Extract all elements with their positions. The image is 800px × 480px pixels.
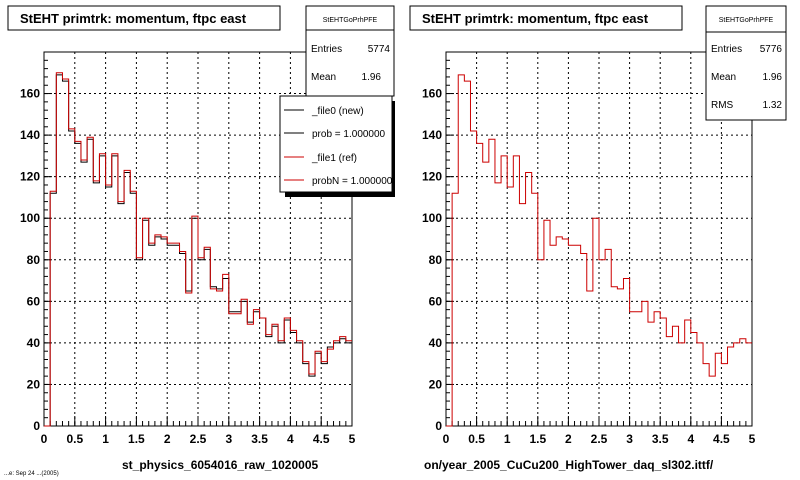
- legend-entry-ref: _file1 (ref): [311, 153, 357, 164]
- left-footer-label: st_physics_6054016_raw_1020005: [122, 458, 318, 472]
- left-histogram-panel: StEHT primtrk: momentum, ftpc east 02040…: [4, 5, 395, 477]
- legend-entry-probn: probN = 1.000000: [312, 176, 393, 187]
- y-tick-label: 160: [422, 87, 442, 101]
- y-tick-label: 0: [33, 419, 40, 433]
- right-title-box: [409, 5, 683, 31]
- left-x-tick-labels: 0 0.5 1 1.5 2 2.5 3 3.5 4 4.5 5: [41, 432, 356, 446]
- right-stats-box: [705, 5, 787, 121]
- x-tick-label: 1: [504, 432, 511, 446]
- right-x-tick-labels: 0 0.5 1 1.5 2 2.5 3 3.5 4 4.5 5: [443, 432, 756, 446]
- left-stats-mean-label: Mean: [311, 72, 336, 83]
- histogram-series-0: [446, 74, 752, 427]
- right-stats-mean-value: 1.96: [763, 72, 783, 83]
- right-y-tick-labels: 0 20 40 60 80 100 120 140 160: [422, 87, 442, 433]
- y-tick-label: 140: [422, 128, 442, 142]
- x-tick-label: 2: [164, 432, 171, 446]
- x-tick-label: 5: [349, 432, 356, 446]
- x-tick-label: 4.5: [313, 432, 330, 446]
- x-tick-label: 3: [626, 432, 633, 446]
- right-stats-rms-value: 1.32: [763, 100, 783, 111]
- x-tick-label: 1.5: [529, 432, 546, 446]
- left-stats-box: [305, 5, 395, 97]
- left-stats-mean-value: 1.96: [362, 72, 382, 83]
- x-tick-label: 2.5: [591, 432, 608, 446]
- legend-box: [279, 95, 393, 193]
- x-tick-label: 1: [102, 432, 109, 446]
- x-tick-label: 1.5: [128, 432, 145, 446]
- right-histogram-series: [446, 74, 752, 427]
- left-stats-entries-value: 5774: [368, 44, 391, 55]
- x-tick-label: 0.5: [468, 432, 485, 446]
- x-tick-label: 2.5: [190, 432, 207, 446]
- y-tick-label: 100: [422, 211, 442, 225]
- left-title: StEHT primtrk: momentum, ftpc east: [20, 11, 247, 26]
- right-histogram-panel: StEHT primtrk: momentum, ftpc east 02040…: [409, 5, 787, 472]
- y-tick-label: 20: [27, 377, 41, 391]
- x-tick-label: 0: [41, 432, 48, 446]
- y-tick-label: 140: [20, 128, 40, 142]
- y-tick-label: 20: [429, 377, 443, 391]
- x-tick-label: 4: [287, 432, 294, 446]
- right-title: StEHT primtrk: momentum, ftpc east: [422, 11, 649, 26]
- right-stats-title: StEHTGoPrhPFE: [719, 17, 774, 24]
- x-tick-label: 5: [749, 432, 756, 446]
- y-tick-label: 100: [20, 211, 40, 225]
- y-tick-label: 160: [20, 87, 40, 101]
- right-stats-entries-value: 5776: [760, 44, 783, 55]
- y-tick-label: 120: [422, 170, 442, 184]
- histogram-series-1: [44, 72, 352, 427]
- x-tick-label: 3.5: [652, 432, 669, 446]
- legend-entry-new: _file0 (new): [311, 106, 364, 117]
- x-tick-label: 4.5: [713, 432, 730, 446]
- y-tick-label: 80: [429, 253, 443, 267]
- corner-note: ...e: Sep 24 ...(2005): [4, 471, 59, 477]
- y-tick-label: 40: [27, 336, 41, 350]
- x-tick-label: 4: [687, 432, 694, 446]
- y-tick-label: 0: [435, 419, 442, 433]
- y-tick-label: 60: [27, 294, 41, 308]
- left-histogram-series: [44, 72, 352, 427]
- right-stats-entries-label: Entries: [711, 44, 742, 55]
- x-tick-label: 0.5: [66, 432, 83, 446]
- legend-entry-prob: prob = 1.000000: [312, 129, 386, 140]
- right-stats-rms-label: RMS: [711, 100, 734, 111]
- y-tick-label: 80: [27, 253, 41, 267]
- x-tick-label: 0: [443, 432, 450, 446]
- right-stats-mean-label: Mean: [711, 72, 736, 83]
- x-tick-label: 3.5: [251, 432, 268, 446]
- x-tick-label: 3: [225, 432, 232, 446]
- left-stats-entries-label: Entries: [311, 44, 342, 55]
- y-tick-label: 60: [429, 294, 443, 308]
- y-tick-label: 40: [429, 336, 443, 350]
- left-y-tick-labels: 0 20 40 60 80 100 120 140 160: [20, 87, 40, 433]
- y-tick-label: 120: [20, 170, 40, 184]
- x-tick-label: 2: [565, 432, 572, 446]
- left-title-box: [7, 5, 281, 31]
- right-footer-label: on/year_2005_CuCu200_HighTower_daq_sl302…: [424, 458, 714, 472]
- left-stats-title: StEHTGoPrhPFE: [323, 17, 378, 24]
